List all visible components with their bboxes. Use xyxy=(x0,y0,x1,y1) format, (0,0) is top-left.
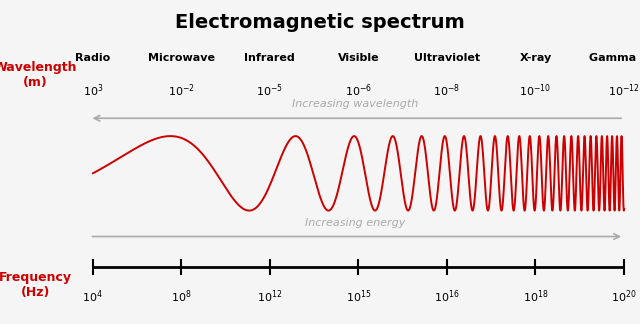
Text: $10^{-8}$: $10^{-8}$ xyxy=(433,82,461,99)
Text: $10^{15}$: $10^{15}$ xyxy=(346,288,371,305)
Text: $10^{20}$: $10^{20}$ xyxy=(611,288,637,305)
Text: Infrared: Infrared xyxy=(244,53,295,63)
Text: Frequency
(Hz): Frequency (Hz) xyxy=(0,271,72,299)
Text: $10^{-5}$: $10^{-5}$ xyxy=(257,82,284,99)
Text: Increasing wavelength: Increasing wavelength xyxy=(292,99,419,109)
Text: X-ray: X-ray xyxy=(519,53,552,63)
Text: $10^{18}$: $10^{18}$ xyxy=(523,288,548,305)
Text: $10^{3}$: $10^{3}$ xyxy=(83,82,103,99)
Text: Microwave: Microwave xyxy=(148,53,215,63)
Text: $10^{-12}$: $10^{-12}$ xyxy=(608,82,640,99)
Text: Electromagnetic spectrum: Electromagnetic spectrum xyxy=(175,13,465,32)
Text: $10^{16}$: $10^{16}$ xyxy=(434,288,460,305)
Text: $10^{-2}$: $10^{-2}$ xyxy=(168,82,195,99)
Text: $10^{12}$: $10^{12}$ xyxy=(257,288,282,305)
Text: $10^{8}$: $10^{8}$ xyxy=(171,288,191,305)
Text: $10^{4}$: $10^{4}$ xyxy=(83,288,103,305)
Text: Gamma ray: Gamma ray xyxy=(589,53,640,63)
Text: Visible: Visible xyxy=(337,53,380,63)
Text: Radio: Radio xyxy=(75,53,111,63)
Text: Ultraviolet: Ultraviolet xyxy=(414,53,480,63)
Text: Increasing energy: Increasing energy xyxy=(305,218,405,228)
Text: $10^{-6}$: $10^{-6}$ xyxy=(345,82,372,99)
Text: $10^{-10}$: $10^{-10}$ xyxy=(520,82,552,99)
Text: Wavelength
(m): Wavelength (m) xyxy=(0,61,77,88)
